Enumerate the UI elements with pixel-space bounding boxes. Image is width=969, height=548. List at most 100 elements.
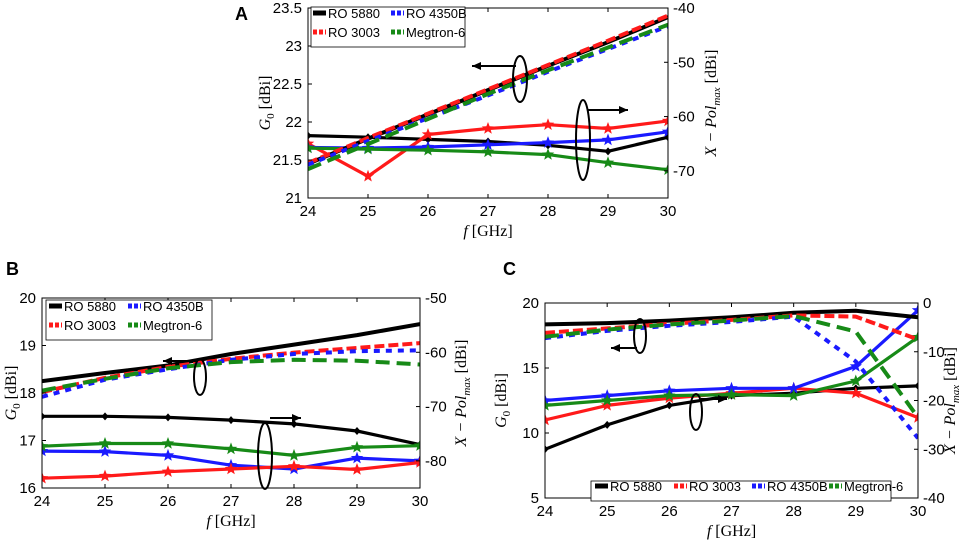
xpol-point-ro-5880: [603, 420, 611, 429]
x-tick-label: 28: [286, 493, 303, 510]
xpol-point-ro-3003: [601, 122, 615, 134]
y-tick-label: 23: [285, 38, 302, 55]
xpol-point-ro-3003: [849, 386, 862, 399]
xpol-point-megtron-6: [849, 374, 862, 387]
y2-tick-label: -40: [673, 0, 695, 17]
xpol-point-ro-3003: [98, 469, 112, 482]
xpol-point-ro-3003: [161, 465, 175, 477]
legend-label: Megtron-6: [844, 479, 903, 494]
x-tick-label: 28: [785, 503, 802, 520]
xpol-point-megtron-6: [421, 143, 435, 156]
xpol-point-ro-4350b: [481, 138, 495, 151]
xpol-point-ro-5880: [545, 445, 549, 454]
legend-label: Megtron-6: [406, 25, 465, 40]
y2-tick-label: -10: [923, 344, 945, 361]
xpol-point-megtron-6: [661, 163, 668, 175]
gain-axis-indicator: [163, 357, 207, 396]
xpol-point-ro-3003: [601, 398, 614, 411]
legend: RO 5880 RO 4350B RO 3003 Megtron-6: [45, 299, 213, 341]
plot-area: [42, 322, 420, 484]
x-tick-label: 25: [97, 493, 114, 510]
xpol-point-megtron-6: [161, 437, 175, 449]
xpol-point-ro-5880: [290, 419, 298, 428]
x-tick-label: 29: [349, 493, 366, 510]
legend-label: RO 4350B: [406, 6, 467, 21]
x-tick-label: 27: [223, 493, 240, 510]
xpol-point-megtron-6: [413, 439, 420, 451]
legend-box: [590, 480, 892, 502]
y-axis-label: G0 [dBi]: [257, 76, 277, 131]
xpol-point-ro-3003: [287, 459, 301, 472]
legend-label: RO 3003: [64, 318, 116, 333]
x-tick-label: 24: [34, 493, 51, 510]
xpol-axis-indicator: [689, 393, 727, 431]
y-tick-label: 20: [522, 295, 539, 312]
x-tick-label: 26: [661, 503, 678, 520]
xpol-point-ro-5880: [665, 401, 673, 410]
xpol-point-megtron-6: [725, 388, 738, 400]
y2-tick-label: 0: [923, 295, 931, 312]
panel-A: A 24 25 26 27 28 29 30 21 21.5 22 22.5 23 23.5 -40 -50 -…: [235, 0, 723, 240]
y-tick-label: 5: [531, 490, 539, 507]
xpol-point-megtron-6: [601, 156, 615, 168]
legend-label: RO 4350B: [767, 479, 828, 494]
xpol-point-ro-3003: [42, 471, 49, 484]
x-tick-label: 26: [160, 493, 177, 510]
xpol-point-ro-5880: [42, 412, 46, 421]
legend-label: RO 5880: [64, 299, 116, 314]
xpol-axis-indicator: [257, 414, 301, 490]
legend-label: RO 3003: [689, 479, 741, 494]
gain-line-ro-5880: [545, 308, 918, 327]
xpol-point-ro-3003: [224, 462, 238, 475]
x-tick-label: 29: [600, 203, 617, 220]
xpol-point-ro-3003: [911, 411, 918, 423]
xpol-point-ro-4350b: [601, 133, 615, 146]
xpol-point-ro-4350b: [911, 303, 918, 316]
gain-line-ro-4350b: [545, 314, 918, 440]
legend: RO 5880 RO 4350B RO 3003 Megtron-6: [310, 6, 467, 48]
x-tick-label: 25: [599, 503, 616, 520]
y-tick-label: 17: [19, 433, 36, 450]
y-axis-label: G0 [dBi]: [493, 373, 513, 428]
xpol-point-ro-4350b: [350, 451, 364, 464]
y2-tick-label: -50: [425, 290, 447, 307]
xpol-point-ro-4350b: [161, 448, 175, 461]
panel-label: B: [6, 259, 19, 279]
xpol-point-ro-3003: [413, 456, 420, 468]
xpol-point-ro-3003: [661, 114, 668, 127]
y2-tick-label: -30: [923, 441, 945, 458]
x-tick-label: 27: [480, 203, 497, 220]
xpol-point-megtron-6: [541, 148, 555, 160]
xpol-point-megtron-6: [287, 448, 301, 461]
legend: RO 5880 RO 3003 RO 4350B Megtron-6: [590, 479, 903, 502]
legend-label: RO 5880: [610, 479, 662, 494]
xpol-point-ro-3003: [350, 463, 364, 475]
xpol-axis-indicator: [575, 99, 628, 181]
gain-line-ro-3003: [308, 13, 668, 165]
panel-label: C: [503, 259, 516, 279]
x-tick-label: 25: [360, 203, 377, 220]
legend-box: [310, 6, 466, 48]
y-tick-label: 21: [285, 190, 302, 207]
x-tick-label: 26: [420, 203, 437, 220]
xpol-point-ro-4350b: [661, 125, 668, 137]
y2-axis-label: X − Polmax [dBi]: [453, 340, 473, 448]
y-tick-label: 18: [19, 385, 36, 402]
xpol-point-megtron-6: [350, 440, 364, 453]
xpol-point-megtron-6: [601, 394, 614, 406]
y-tick-label: 23.5: [273, 0, 302, 17]
xpol-point-ro-4350b: [787, 381, 800, 394]
xpol-point-megtron-6: [663, 389, 676, 401]
xpol-point-megtron-6: [787, 389, 800, 401]
xpol-point-megtron-6: [545, 398, 552, 411]
y-tick-label: 22.5: [273, 76, 302, 93]
xpol-point-ro-3003: [421, 128, 435, 140]
gain-axis-indicator: [611, 318, 647, 354]
gain-line-megtron-6: [42, 357, 420, 393]
x-tick-label: 30: [412, 493, 429, 510]
y-tick-label: 21.5: [273, 152, 302, 169]
y2-tick-label: -60: [673, 109, 695, 126]
xpol-point-megtron-6: [98, 437, 112, 449]
xpol-point-ro-5880: [604, 147, 612, 156]
y-tick-label: 16: [19, 480, 36, 497]
